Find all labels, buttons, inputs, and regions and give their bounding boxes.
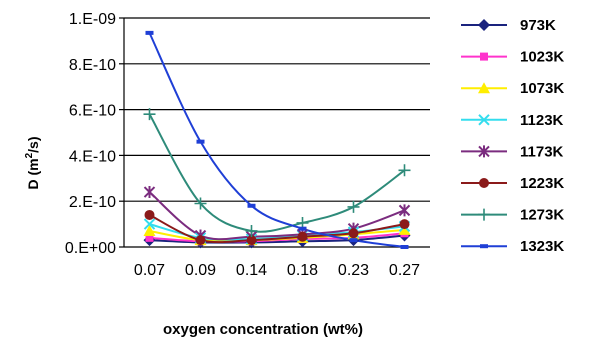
data-point-1073K-5	[398, 223, 411, 235]
y-tick-labels: 0.E+00 2.E-10 4.E-10 6.E-10 8.E-10 1.E-09	[65, 11, 116, 257]
y-tick-label: 6.E-10	[69, 103, 116, 120]
legend-item: 1023K	[461, 49, 564, 66]
legend-marker	[478, 19, 490, 31]
data-point-1223K-1	[195, 235, 206, 246]
legend-item: 1073K	[461, 80, 564, 97]
x-tick-label: 0.18	[287, 262, 318, 279]
data-point-1223K-2	[246, 235, 257, 246]
legend-item: 1323K	[461, 238, 564, 255]
x-tick-label: 0.23	[338, 262, 369, 279]
data-point-1323K-3	[298, 226, 307, 231]
legend-marker	[480, 52, 488, 61]
x-tick-label: 0.07	[134, 262, 165, 279]
data-point-1223K-3	[297, 231, 308, 242]
legend-marker	[478, 208, 490, 221]
series-markers	[143, 30, 411, 249]
series-line-1273K	[148, 113, 406, 233]
data-point-1273K-1	[194, 197, 207, 210]
data-point-1323K-5	[400, 245, 409, 249]
y-axis-label: D (m2/s)	[24, 136, 41, 189]
legend-item: 1223K	[461, 175, 564, 192]
data-point-1173K-0	[143, 186, 156, 199]
data-point-1123K-0	[143, 218, 156, 230]
data-point-1273K-0	[143, 108, 156, 121]
legend-marker	[478, 114, 490, 126]
legend-item: 1173K	[461, 143, 564, 160]
series-line-1323K	[148, 32, 405, 248]
data-point-1323K-1	[196, 139, 205, 144]
x-axis-label: oxygen concentration (wt%)	[163, 321, 363, 338]
data-point-1223K-5	[399, 219, 410, 230]
x-tick-labels: 0.07 0.09 0.14 0.18 0.23 0.27	[134, 262, 420, 279]
legend-label: 1023K	[520, 49, 564, 66]
legend-label: 1323K	[520, 238, 564, 255]
legend-label: 1073K	[520, 80, 564, 97]
x-tick-label: 0.14	[236, 262, 267, 279]
legend-label: 1123K	[520, 112, 564, 129]
legend-item: 1273K	[461, 207, 564, 224]
legend-label: 973K	[520, 17, 556, 34]
data-point-1323K-0	[145, 30, 154, 35]
legend-item: 1123K	[461, 112, 564, 129]
data-point-1273K-5	[398, 164, 411, 177]
legend-marker	[478, 82, 490, 94]
x-tick-label: 0.09	[185, 262, 216, 279]
data-point-1273K-4	[347, 200, 360, 213]
y-tick-label: 0.E+00	[65, 240, 116, 257]
legend-marker	[479, 178, 489, 188]
y-tick-label: 1.E-09	[69, 11, 116, 28]
y-tick-label: 2.E-10	[69, 194, 116, 211]
legend-marker	[478, 145, 490, 158]
series-lines	[148, 32, 406, 248]
legend-item: 973K	[461, 17, 556, 34]
data-point-1223K-0	[144, 209, 155, 220]
y-tick-label: 8.E-10	[69, 57, 116, 74]
y-tick-label: 4.E-10	[69, 148, 116, 165]
data-point-1073K-0	[143, 224, 156, 236]
legend-label: 1273K	[520, 207, 564, 224]
legend-label: 1223K	[520, 175, 564, 192]
legend: 973K 1023K 1073K 1123K 1173K 1223K 1273K 1323K	[461, 17, 564, 255]
legend-label: 1173K	[520, 143, 564, 160]
data-point-1273K-2	[245, 224, 258, 237]
data-point-1173K-5	[398, 204, 411, 217]
grid-lines	[119, 17, 430, 248]
x-tick-label: 0.27	[389, 262, 420, 279]
data-point-1323K-4	[349, 238, 358, 243]
data-point-1223K-4	[348, 228, 359, 239]
data-point-1023K-0	[145, 233, 154, 242]
legend-marker	[480, 244, 488, 249]
data-point-1323K-2	[247, 203, 256, 208]
